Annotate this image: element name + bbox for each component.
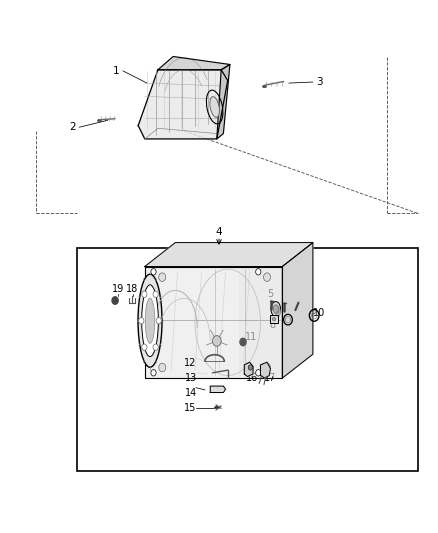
Ellipse shape — [142, 285, 158, 357]
Circle shape — [159, 273, 166, 281]
Polygon shape — [261, 362, 271, 378]
Ellipse shape — [145, 298, 155, 343]
Ellipse shape — [276, 306, 280, 318]
Ellipse shape — [276, 308, 279, 316]
Text: 18: 18 — [127, 284, 139, 294]
Text: 1: 1 — [113, 66, 120, 76]
Ellipse shape — [271, 302, 281, 317]
Circle shape — [142, 291, 147, 297]
Text: 4: 4 — [215, 227, 223, 237]
Polygon shape — [145, 266, 283, 378]
Circle shape — [159, 364, 166, 372]
Text: 2: 2 — [69, 122, 76, 132]
Text: 9: 9 — [284, 320, 290, 330]
Polygon shape — [158, 56, 230, 70]
Circle shape — [139, 318, 144, 324]
Bar — [77, 248, 418, 471]
Circle shape — [256, 269, 261, 275]
Circle shape — [212, 336, 221, 346]
Text: 13: 13 — [184, 373, 197, 383]
Ellipse shape — [277, 310, 279, 313]
Text: 5: 5 — [267, 289, 274, 299]
Bar — [270, 315, 279, 323]
Text: 19: 19 — [112, 284, 124, 294]
Ellipse shape — [138, 274, 162, 367]
Ellipse shape — [210, 96, 219, 117]
Circle shape — [153, 291, 158, 297]
Polygon shape — [138, 70, 228, 139]
Polygon shape — [239, 269, 280, 375]
Circle shape — [240, 338, 246, 346]
Polygon shape — [145, 243, 313, 266]
Text: 17: 17 — [264, 373, 277, 383]
Circle shape — [151, 369, 156, 376]
Polygon shape — [283, 243, 313, 378]
Text: 8: 8 — [269, 320, 276, 330]
Circle shape — [151, 269, 156, 275]
Ellipse shape — [272, 318, 276, 321]
Circle shape — [248, 365, 253, 370]
Text: 11: 11 — [245, 332, 257, 342]
Circle shape — [264, 364, 271, 372]
Text: 6: 6 — [282, 289, 288, 299]
Text: 3: 3 — [316, 77, 323, 87]
Text: 7: 7 — [297, 289, 303, 299]
Text: 12: 12 — [184, 358, 197, 368]
Polygon shape — [217, 64, 230, 139]
Text: 10: 10 — [313, 308, 325, 318]
Circle shape — [112, 297, 118, 304]
Text: 14: 14 — [184, 388, 197, 398]
Circle shape — [264, 273, 271, 281]
Circle shape — [153, 344, 158, 350]
Polygon shape — [244, 362, 253, 376]
Polygon shape — [210, 386, 226, 392]
Circle shape — [156, 318, 161, 324]
Circle shape — [256, 369, 261, 376]
Text: 16: 16 — [246, 373, 258, 383]
Text: 15: 15 — [184, 403, 197, 413]
Ellipse shape — [273, 305, 279, 313]
Circle shape — [142, 344, 147, 350]
